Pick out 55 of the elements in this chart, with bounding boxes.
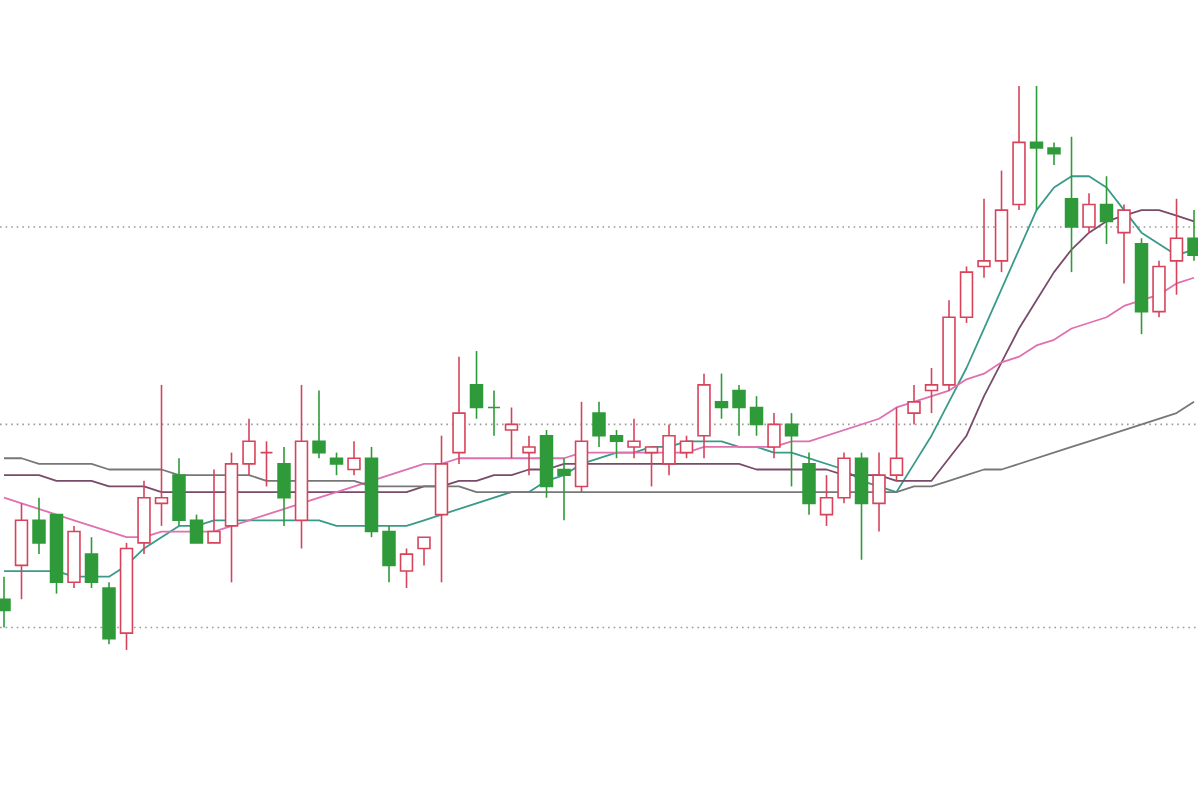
candlestick [329,451,344,476]
candlestick [32,496,46,555]
candlestick [207,468,221,544]
candlestick [1082,192,1096,234]
candlestick [382,525,396,584]
candlestick [802,451,816,516]
candlestick [924,367,939,414]
candlestick [767,412,781,460]
candlestick [452,355,466,465]
candlestick [1047,141,1061,166]
candlestick [347,440,361,476]
candlestick [469,350,484,420]
candlestick [1099,175,1114,245]
candlestick [1029,85,1044,211]
candlestick [14,502,29,601]
candlestick [592,401,606,448]
candlestick [242,417,256,476]
candlestick [644,446,659,488]
candlestick [1187,209,1198,262]
candlestick [487,389,501,437]
candlestick [889,406,904,482]
candlestick [522,434,536,476]
candlestick [504,406,519,460]
candlestick [417,536,431,567]
candlestick [154,384,169,527]
candlestick [1117,203,1131,285]
candlestick [259,440,274,488]
candlestick [137,480,151,555]
candlestick [749,395,764,437]
candlestick [819,474,834,527]
candlestick [399,547,414,589]
candlestick [84,536,99,589]
candlestick [784,412,799,488]
candlestick [872,451,886,533]
candlestick [732,384,746,437]
candlestick [854,451,869,561]
candlestick [1064,135,1079,273]
candlestick [907,384,921,426]
candlestick [1169,198,1184,296]
candlestick [189,513,204,544]
candlestick [574,401,589,493]
candlestick [714,372,729,420]
candlestick [0,575,11,629]
candlestick [959,265,974,324]
candlestick [977,198,991,279]
candlestick [662,423,676,476]
candlestick [172,457,186,527]
candlestick [557,457,571,522]
candlestick [312,389,326,460]
candlestick [837,451,851,505]
candlestick [627,417,641,460]
candlestick [1152,260,1166,319]
candlestick [277,446,291,527]
candlestick [679,434,694,460]
candlestick [609,429,624,460]
